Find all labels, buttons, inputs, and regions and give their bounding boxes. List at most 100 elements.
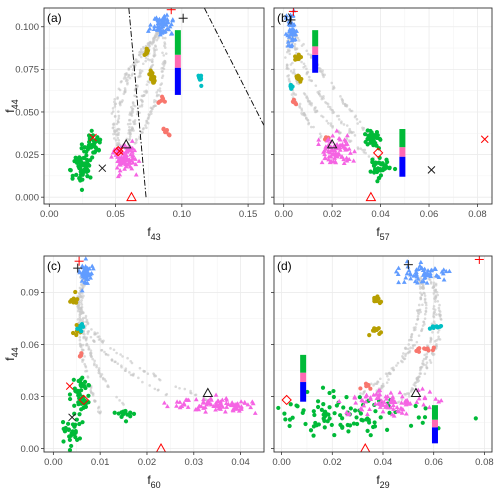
trail-point [289, 63, 293, 66]
trail-point [117, 117, 121, 120]
trail-point [308, 102, 311, 106]
trail-point [387, 378, 390, 381]
cluster-blue [145, 12, 176, 37]
data-point [418, 259, 424, 265]
stacked-bar [300, 354, 307, 402]
plus-marker [403, 260, 413, 270]
trail-point [144, 59, 147, 63]
data-point [238, 405, 244, 410]
trail-point [117, 114, 121, 118]
data-point [83, 385, 88, 391]
cross-b [115, 147, 124, 156]
trail-point [153, 387, 157, 391]
trail-point [432, 307, 435, 311]
trail-point [96, 410, 100, 413]
trail-point [96, 335, 100, 339]
data-point [328, 147, 334, 153]
trail-point [421, 283, 425, 287]
data-point [370, 328, 376, 333]
data-point [380, 168, 385, 173]
data-point [422, 266, 428, 271]
data-point [327, 390, 332, 396]
trail-point [140, 69, 144, 73]
data-point [392, 166, 398, 172]
diamond-marker [281, 394, 292, 406]
data-point [169, 31, 175, 36]
trail-point [93, 399, 96, 402]
cross-b [480, 135, 489, 144]
trail-point [314, 84, 318, 87]
trail-point [155, 38, 159, 42]
data-point [252, 410, 258, 415]
data-point [336, 152, 341, 157]
data-point [285, 43, 291, 48]
trail-point [130, 127, 134, 131]
data-point [115, 173, 121, 179]
data-point [86, 383, 92, 388]
bar-segment-green [174, 30, 181, 55]
data-point [152, 16, 158, 21]
trail-point [419, 277, 423, 281]
cluster-olive [293, 52, 304, 62]
trail-point [161, 36, 165, 40]
trail-point [112, 132, 115, 136]
trail-point [413, 328, 417, 331]
data-point [79, 146, 84, 151]
trail-point [118, 128, 121, 131]
data-point [285, 39, 291, 44]
trail-point [160, 82, 164, 85]
trail-point [148, 58, 152, 62]
data-point [77, 176, 83, 181]
data-point [404, 397, 410, 403]
trail-point [423, 317, 427, 320]
trail-point [104, 352, 108, 356]
trail-point [291, 71, 295, 75]
data-point [352, 395, 358, 400]
data-point [70, 298, 75, 303]
data-point [128, 410, 133, 415]
trail-point [84, 338, 88, 342]
trail-point [77, 295, 81, 299]
data-point [417, 263, 423, 268]
data-point [336, 398, 342, 404]
data-point [404, 400, 410, 405]
data-point [118, 162, 123, 167]
trail-point [376, 380, 379, 383]
trail-point [137, 376, 140, 380]
y-label-sub: 44 [10, 99, 20, 109]
trail-point [305, 67, 308, 71]
data-point [323, 144, 329, 149]
data-point [219, 402, 224, 408]
data-point [88, 158, 93, 163]
trail-point [424, 310, 428, 313]
cluster-olive [372, 294, 384, 306]
trail-point [106, 384, 110, 387]
trail-point [437, 337, 440, 341]
bar-segment-green [300, 354, 307, 373]
data-point [67, 396, 73, 402]
trail-point [120, 80, 123, 83]
trail-point [322, 97, 325, 100]
data-point [322, 151, 328, 157]
data-point [311, 409, 316, 414]
data-point [152, 24, 157, 29]
x-tick-label: 0.08 [468, 209, 487, 220]
trail-point [165, 392, 169, 396]
trail-point [305, 49, 309, 53]
trail-point [162, 54, 166, 57]
bar-segment-bar-pink [312, 46, 319, 55]
data-point [62, 429, 67, 434]
trail-point [114, 360, 117, 364]
data-point [133, 172, 139, 177]
data-point [72, 386, 77, 391]
data-point [129, 138, 135, 143]
data-point [66, 421, 71, 426]
data-point [129, 149, 135, 154]
data-point [79, 263, 85, 268]
data-point [200, 399, 206, 404]
trail-point [420, 293, 424, 296]
data-point [340, 416, 345, 421]
data-point [71, 377, 76, 382]
data-point [213, 403, 219, 408]
data-point [213, 392, 219, 397]
